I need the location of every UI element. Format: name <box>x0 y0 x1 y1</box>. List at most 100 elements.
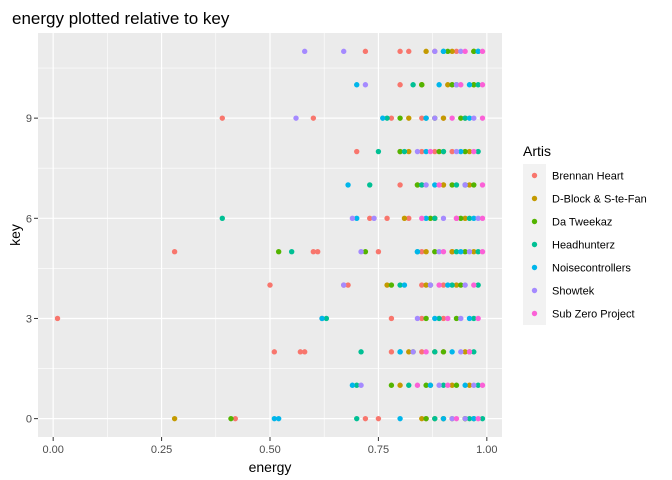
data-point <box>423 48 429 55</box>
data-point <box>471 349 477 355</box>
data-point <box>445 82 451 88</box>
data-point <box>427 282 434 288</box>
data-point <box>475 248 481 255</box>
data-point <box>479 215 486 222</box>
data-point <box>475 215 481 222</box>
data-point <box>466 382 473 388</box>
data-point <box>453 182 460 188</box>
data-point <box>414 148 421 155</box>
data-point <box>427 148 434 155</box>
data-point <box>453 282 460 288</box>
legend-key-dot <box>531 241 538 248</box>
data-point <box>423 148 429 155</box>
y-tick-label: 6 <box>26 213 32 225</box>
data-point <box>432 215 438 222</box>
data-point <box>432 182 438 188</box>
data-point <box>475 48 481 55</box>
data-point <box>388 349 395 355</box>
data-point <box>380 115 386 121</box>
data-point <box>440 415 447 422</box>
data-point <box>453 148 460 155</box>
data-point <box>440 315 447 322</box>
data-point <box>388 382 395 388</box>
data-point <box>462 148 468 155</box>
data-point <box>406 148 412 155</box>
data-point <box>475 382 481 388</box>
data-point <box>436 315 442 322</box>
data-point <box>375 415 382 422</box>
data-point <box>427 215 434 222</box>
data-point <box>401 282 408 288</box>
legend-key-dot <box>531 287 538 294</box>
legend-key-dot <box>531 195 538 202</box>
data-point <box>414 382 421 388</box>
data-point <box>406 382 412 388</box>
data-point <box>310 115 317 121</box>
data-point <box>397 182 403 188</box>
data-point <box>440 282 447 288</box>
data-point <box>401 148 408 155</box>
data-point <box>449 182 455 188</box>
data-point <box>432 148 438 155</box>
data-point <box>397 82 403 88</box>
data-point <box>471 82 477 88</box>
data-point <box>445 315 451 322</box>
plot-panel <box>38 33 502 437</box>
data-point <box>301 48 308 55</box>
data-point <box>397 282 403 288</box>
data-point <box>414 315 421 322</box>
data-point <box>362 48 369 55</box>
data-point <box>397 115 403 121</box>
data-point <box>466 115 473 121</box>
data-point <box>449 148 455 155</box>
data-point <box>423 115 429 121</box>
data-point <box>414 248 421 255</box>
data-point <box>384 115 390 121</box>
data-point <box>371 215 377 222</box>
data-point <box>319 315 325 322</box>
data-point <box>462 248 468 255</box>
data-point <box>458 315 464 322</box>
y-tick-label: 0 <box>26 414 32 426</box>
data-point <box>471 182 477 188</box>
data-point <box>275 248 282 255</box>
data-point <box>436 382 442 388</box>
x-axis-label: energy <box>249 459 292 475</box>
data-point <box>458 82 464 88</box>
data-point <box>453 48 460 55</box>
x-axis: 0.00 0.25 0.50 0.75 1.00 <box>42 437 498 456</box>
data-point <box>271 349 278 355</box>
data-point <box>466 82 473 88</box>
data-point <box>462 48 468 55</box>
data-point <box>354 215 360 222</box>
data-point <box>423 415 429 422</box>
data-point <box>466 215 473 222</box>
data-point <box>471 382 477 388</box>
data-point <box>297 349 304 355</box>
data-point <box>449 382 455 388</box>
data-point <box>436 148 442 155</box>
data-point <box>388 115 395 121</box>
data-point <box>397 148 403 155</box>
data-point <box>445 48 451 55</box>
data-point <box>471 248 477 255</box>
data-point <box>440 115 447 121</box>
y-axis: 0 3 6 9 <box>26 113 38 426</box>
data-point <box>466 415 473 422</box>
legend-entry-label: Brennan Heart <box>552 171 624 183</box>
x-tick-label: 0.25 <box>151 444 172 456</box>
data-point <box>341 282 347 288</box>
data-point <box>362 248 369 255</box>
data-point <box>310 248 317 255</box>
data-point <box>367 182 373 188</box>
data-point <box>293 115 299 121</box>
data-point <box>432 115 438 121</box>
data-point <box>453 215 460 222</box>
data-point <box>462 415 468 422</box>
data-point <box>397 415 403 422</box>
data-point <box>419 415 425 422</box>
data-point <box>354 415 360 422</box>
legend-title: Artis <box>523 143 551 159</box>
data-point <box>414 182 421 188</box>
chart-title: energy plotted relative to key <box>12 9 230 28</box>
